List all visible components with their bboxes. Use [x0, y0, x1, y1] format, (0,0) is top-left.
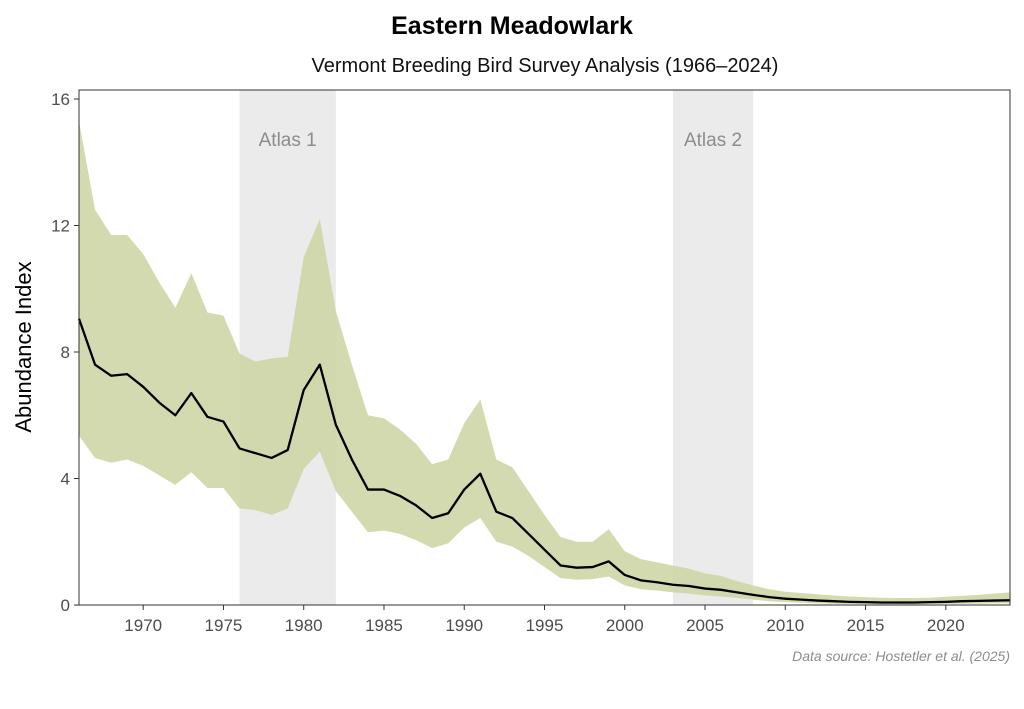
x-tick-label: 1980 [285, 616, 323, 635]
x-tick-label: 2020 [927, 616, 965, 635]
y-axis: 0 4 8 12 16 [51, 90, 79, 615]
x-axis: 1970 1975 1980 1985 1990 1995 2000 2005 2010 2015… [124, 605, 965, 635]
y-tick-label: 4 [61, 470, 70, 489]
y-tick-label: 0 [61, 596, 70, 615]
y-tick-label: 12 [51, 217, 70, 236]
x-tick-label: 1995 [526, 616, 564, 635]
shaded-period-label: Atlas 1 [259, 130, 317, 151]
x-tick-label: 1985 [365, 616, 403, 635]
y-axis-label: Abundance Index [11, 261, 36, 432]
x-tick-label: 2010 [766, 616, 804, 635]
x-tick-label: 2005 [686, 616, 724, 635]
y-tick-label: 16 [51, 90, 70, 109]
data-source-caption: Data source: Hostetler et al. (2025) [792, 648, 1010, 664]
chart-title: Eastern Meadowlark [391, 12, 633, 40]
abundance-line [77, 318, 1011, 604]
y-tick-label: 8 [61, 343, 70, 362]
x-tick-label: 1990 [445, 616, 483, 635]
confidence-ribbon [79, 121, 1010, 605]
x-tick-label: 2015 [847, 616, 885, 635]
chart-subtitle: Vermont Breeding Bird Survey Analysis (1… [312, 55, 779, 77]
x-tick-label: 1970 [124, 616, 162, 635]
shaded-period-label: Atlas 2 [684, 130, 742, 151]
shaded-period-2 [672, 90, 754, 605]
x-tick-label: 1975 [205, 616, 243, 635]
x-tick-label: 2000 [606, 616, 644, 635]
